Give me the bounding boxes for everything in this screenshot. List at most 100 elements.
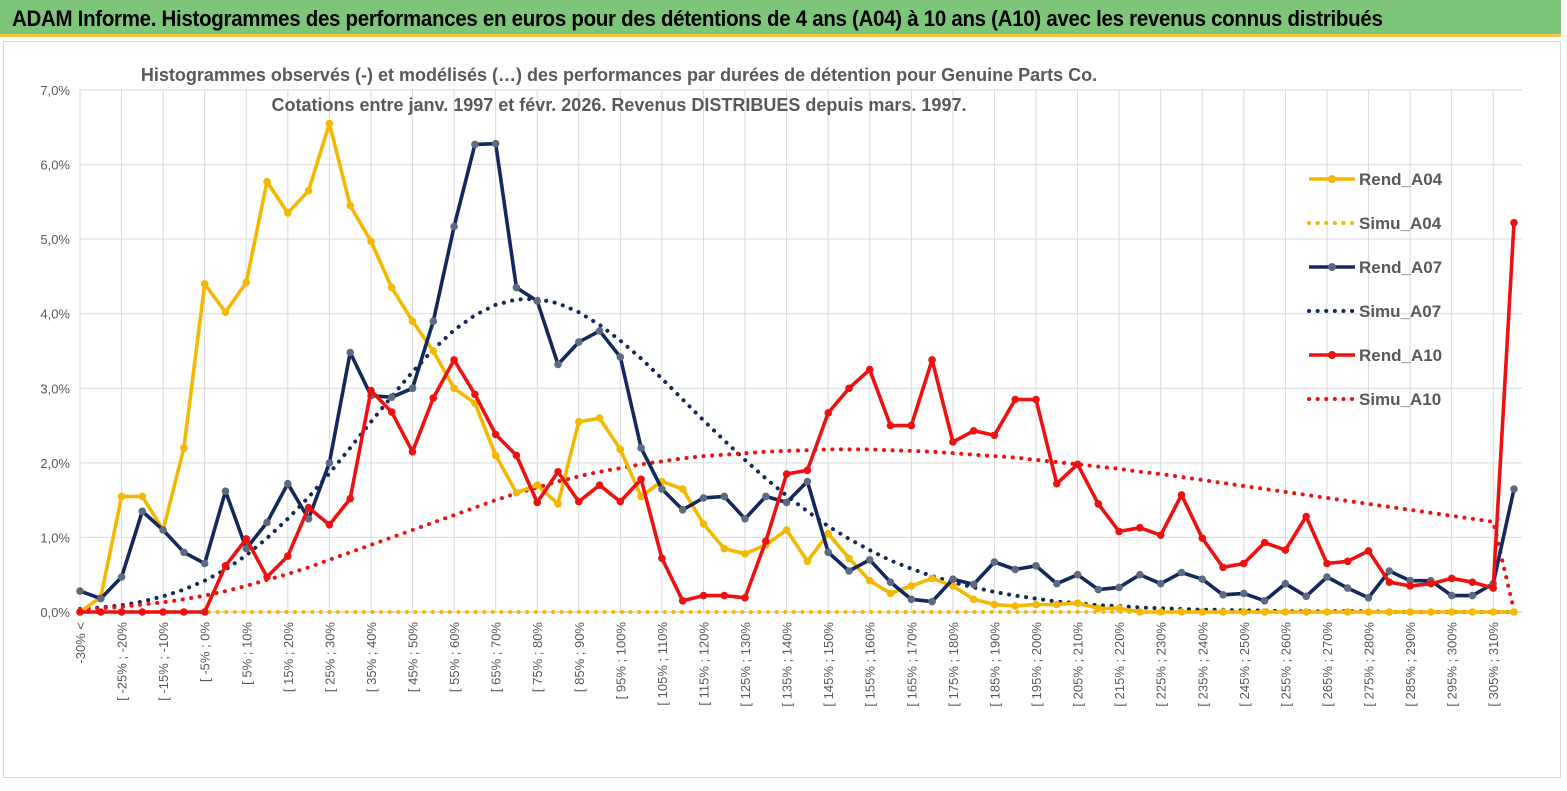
point-Rend_A04 — [637, 492, 645, 501]
point-Rend_A04 — [907, 582, 916, 590]
point-Rend_A04 — [1032, 600, 1040, 609]
legend-item-Rend_A10: Rend_A10 — [1309, 346, 1442, 365]
point-Rend_A07 — [221, 487, 230, 496]
point-Rend_A10 — [1302, 512, 1310, 521]
point-Rend_A07 — [1011, 565, 1019, 574]
point-Rend_A07 — [138, 507, 147, 516]
point-Rend_A07 — [429, 317, 438, 326]
point-Rend_A04 — [741, 550, 749, 558]
point-Rend_A10 — [387, 408, 396, 416]
x-tick-label: [ 165% ; 170% — [904, 622, 919, 707]
point-Rend_A04 — [1302, 608, 1310, 616]
x-tick-label: [ 75% ; 80% — [530, 622, 545, 693]
point-Rend_A10 — [284, 552, 292, 560]
point-Rend_A07 — [990, 558, 999, 566]
point-Rend_A10 — [969, 427, 978, 435]
point-Rend_A10 — [533, 498, 541, 507]
point-Rend_A07 — [491, 139, 500, 148]
point-Rend_A10 — [159, 608, 167, 616]
point-Rend_A04 — [990, 600, 999, 609]
x-tick-label: [ 205% ; 210% — [1071, 622, 1086, 707]
point-Rend_A07 — [1343, 584, 1352, 592]
point-Rend_A04 — [200, 280, 209, 288]
point-Rend_A07 — [658, 485, 666, 493]
point-Rend_A07 — [969, 580, 978, 589]
x-tick-label: [ 135% ; 140% — [780, 622, 795, 707]
point-Rend_A04 — [1364, 608, 1373, 616]
point-Rend_A10 — [1468, 578, 1477, 586]
point-Rend_A04 — [969, 595, 978, 604]
x-tick-label: [ 15% ; 20% — [281, 622, 296, 693]
legend-label: Rend_A07 — [1359, 258, 1442, 277]
legend-item-Simu_A10: Simu_A10 — [1307, 390, 1441, 409]
point-Rend_A07 — [1323, 573, 1331, 581]
point-Rend_A04 — [1260, 608, 1269, 616]
point-Rend_A04 — [1094, 604, 1103, 613]
point-Rend_A10 — [304, 503, 313, 512]
point-Rend_A10 — [803, 466, 812, 475]
point-Rend_A10 — [1198, 534, 1207, 542]
point-Rend_A04 — [491, 451, 500, 460]
x-tick-label: [ 85% ; 90% — [572, 622, 587, 693]
point-Rend_A07 — [1240, 589, 1248, 598]
x-tick-label: [ 265% ; 270% — [1320, 622, 1335, 707]
x-tick-label: [ 145% ; 150% — [821, 622, 836, 707]
point-Rend_A07 — [1136, 570, 1144, 579]
x-tick-label: [ -5% ; 0% — [198, 622, 213, 682]
report-title: ADAM Informe. Histogrammes des performan… — [12, 6, 1383, 31]
y-tick-label: 5,0% — [40, 232, 70, 247]
point-Rend_A07 — [97, 594, 105, 603]
point-Rend_A07 — [1156, 579, 1165, 588]
legend-label: Simu_A04 — [1359, 214, 1442, 233]
point-Rend_A04 — [1281, 608, 1290, 616]
point-Rend_A07 — [1177, 568, 1186, 577]
point-Rend_A04 — [221, 308, 230, 317]
point-Rend_A04 — [242, 278, 251, 287]
point-Rend_A10 — [221, 562, 230, 570]
axes: 0,0% 1,0% 2,0% 3,0% 4,0% 5,0% 6,0% 7,0% -30% < [ … — [40, 83, 1522, 707]
point-Rend_A04 — [824, 529, 832, 538]
point-Rend_A10 — [1240, 559, 1248, 568]
point-Rend_A10 — [491, 430, 500, 439]
point-Rend_A04 — [865, 576, 874, 585]
x-tick-label: [ 155% ; 160% — [863, 622, 878, 707]
point-Rend_A04 — [845, 554, 853, 563]
point-Rend_A10 — [1177, 491, 1186, 499]
point-Rend_A10 — [450, 356, 458, 364]
x-tick-label: [ 25% ; 30% — [322, 622, 337, 693]
point-Rend_A10 — [845, 384, 853, 393]
x-tick-label: [ -25% ; -20% — [115, 622, 130, 701]
x-tick-label: [ 225% ; 230% — [1154, 622, 1169, 707]
point-Rend_A07 — [699, 494, 708, 502]
point-Rend_A07 — [387, 393, 396, 402]
point-Rend_A07 — [1094, 585, 1103, 594]
point-Rend_A07 — [117, 573, 126, 581]
point-Rend_A04 — [678, 485, 687, 493]
point-Rend_A07 — [1281, 579, 1290, 588]
point-Rend_A04 — [346, 201, 355, 210]
point-Rend_A04 — [138, 492, 147, 501]
legend-marker — [1328, 263, 1336, 271]
point-Rend_A10 — [782, 470, 791, 478]
point-Rend_A04 — [450, 384, 458, 393]
x-tick-label: [ 215% ; 220% — [1112, 622, 1127, 707]
point-Rend_A04 — [1447, 608, 1456, 616]
x-tick-label: [ 35% ; 40% — [364, 622, 379, 693]
point-Rend_A04 — [1323, 608, 1331, 616]
point-Rend_A07 — [1447, 591, 1456, 600]
point-Rend_A10 — [325, 521, 334, 529]
point-Rend_A10 — [1364, 547, 1373, 555]
x-tick-label: [ 65% ; 70% — [489, 622, 504, 693]
point-Rend_A07 — [346, 348, 355, 357]
y-tick-label: 4,0% — [40, 307, 70, 322]
point-Rend_A10 — [637, 475, 645, 484]
point-Rend_A04 — [284, 209, 292, 217]
line-Simu_A07 — [78, 296, 1516, 614]
point-Rend_A10 — [949, 438, 957, 446]
point-Rend_A10 — [741, 594, 749, 602]
point-Rend_A10 — [886, 421, 895, 430]
point-Rend_A07 — [76, 587, 84, 595]
point-Rend_A10 — [1489, 584, 1497, 592]
point-Rend_A04 — [1240, 608, 1248, 616]
point-Rend_A07 — [824, 548, 832, 557]
